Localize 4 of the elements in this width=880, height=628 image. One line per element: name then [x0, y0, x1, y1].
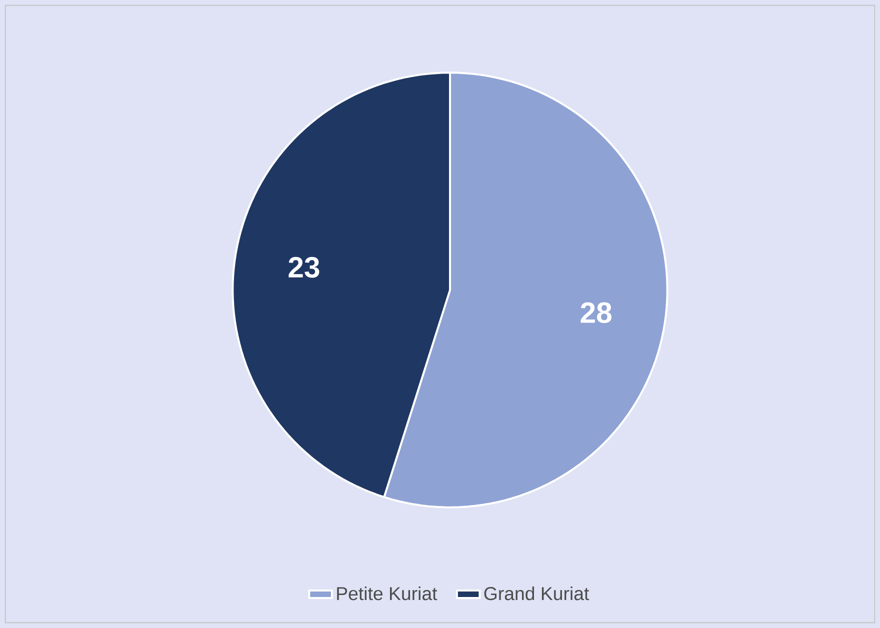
data-label: 23: [288, 256, 320, 278]
data-label: 28: [580, 302, 612, 324]
legend-label: Grand Kuriat: [484, 586, 590, 600]
legend-label: Petite Kuriat: [337, 586, 438, 600]
